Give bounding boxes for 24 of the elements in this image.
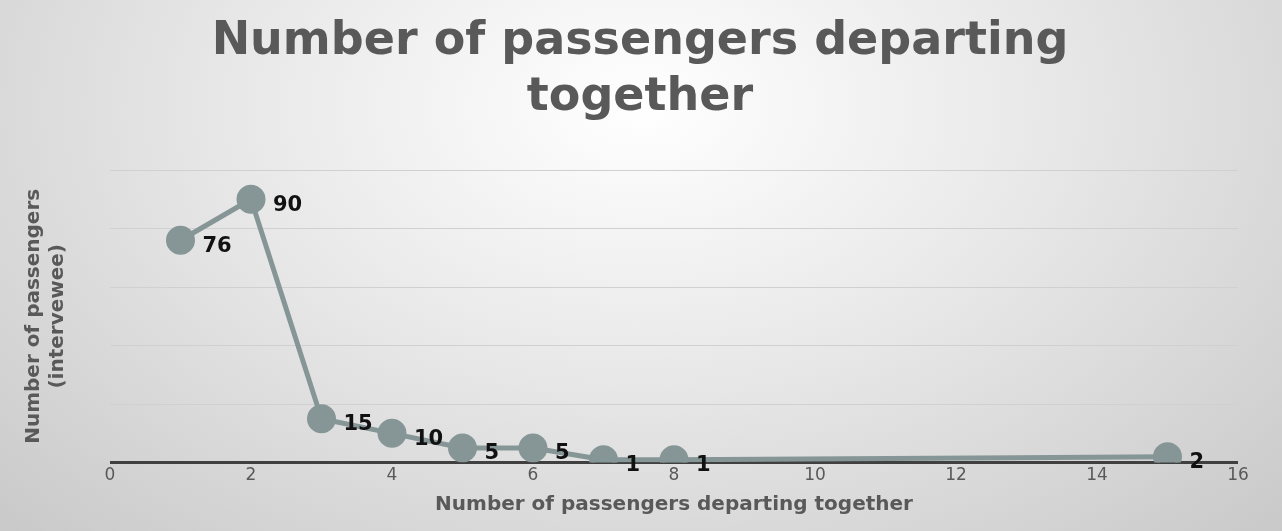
data-label: 10 (414, 425, 444, 450)
data-label: 5 (484, 440, 500, 465)
point (518, 433, 548, 463)
x-tick-label: 16 (1227, 464, 1249, 485)
x-tick-label: 6 (527, 464, 539, 485)
x-tick-label: 8 (668, 464, 680, 485)
x-tick-label: 4 (386, 464, 398, 485)
data-label: 5 (555, 440, 570, 465)
point (448, 433, 477, 463)
data-label: 15 (343, 411, 373, 436)
x-tick-label: 14 (1086, 464, 1108, 485)
point (236, 184, 266, 214)
x-tick-label: 10 (804, 464, 826, 485)
x-axis-title: Number of passengers departing together (435, 491, 914, 516)
y-axis-title: Number of passengers (intervewee) (20, 188, 69, 444)
point (307, 404, 336, 434)
point (377, 418, 407, 448)
x-tick-label: 12 (945, 464, 967, 485)
x-tick-label: 2 (245, 464, 257, 485)
data-label: 76 (202, 232, 232, 257)
data-label: 90 (273, 191, 303, 216)
point (166, 225, 195, 255)
x-tick-label: 0 (104, 464, 116, 485)
chart-title: Number of passengers departing together (210, 10, 1070, 122)
